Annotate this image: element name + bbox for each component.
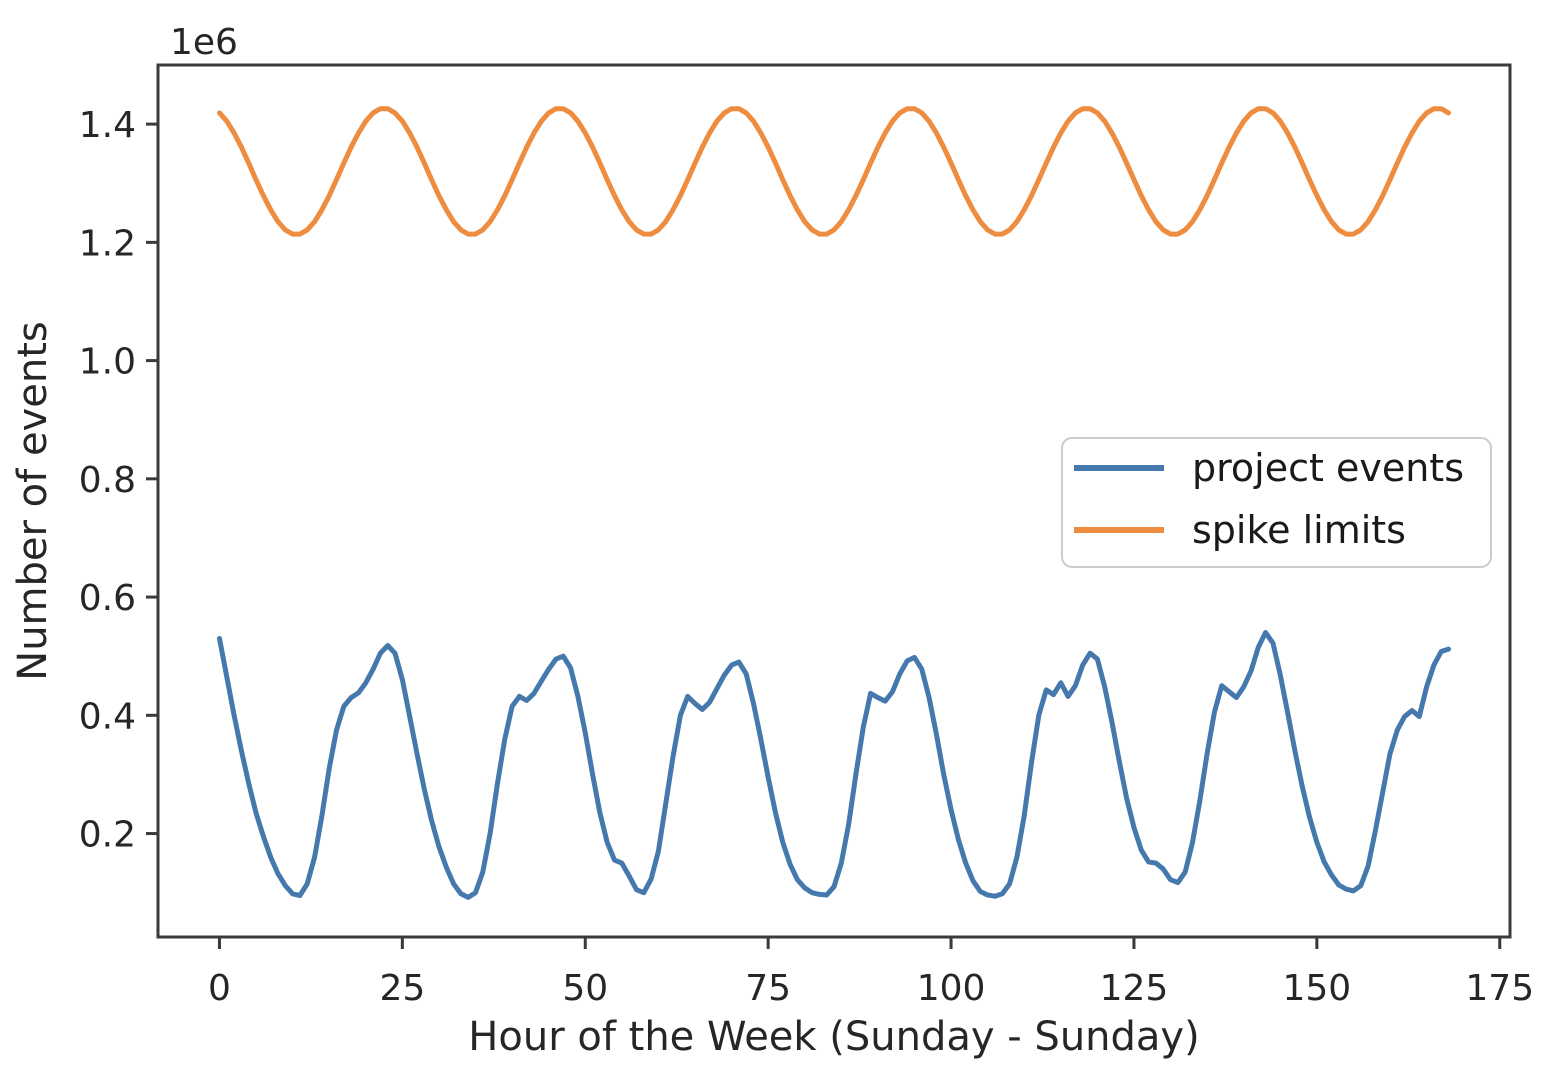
legend-label-spike-limits: spike limits (1192, 508, 1406, 552)
x-tick-label: 50 (562, 968, 608, 1009)
y-tick-label: 0.6 (79, 578, 136, 619)
y-axis-offset-text: 1e6 (170, 22, 238, 63)
x-tick-label: 150 (1282, 968, 1351, 1009)
y-tick-label: 0.8 (79, 460, 136, 501)
x-axis-ticks: 0 25 50 75 100 125 150 175 (208, 937, 1534, 1009)
legend-box (1061, 437, 1492, 568)
y-tick-label: 1.4 (79, 105, 136, 146)
y-axis-label: Number of events (10, 321, 56, 680)
series-lines (217, 106, 1451, 900)
x-tick-label: 175 (1465, 968, 1534, 1009)
legend: project events spike limits (1061, 437, 1492, 568)
series-line-spike-limits (217, 106, 1451, 237)
x-tick-label: 25 (379, 968, 425, 1009)
x-axis-label: Hour of the Week (Sunday - Sunday) (468, 1014, 1199, 1060)
x-tick-label: 125 (1100, 968, 1169, 1009)
x-tick-label: 100 (917, 968, 986, 1009)
x-tick-label: 75 (745, 968, 791, 1009)
y-axis-ticks: 0.2 0.4 0.6 0.8 1.0 1.2 1.4 (79, 105, 158, 856)
y-tick-label: 1.0 (79, 342, 136, 383)
y-tick-label: 0.4 (79, 696, 136, 737)
x-tick-label: 0 (208, 968, 231, 1009)
y-tick-label: 1.2 (79, 223, 136, 264)
legend-label-project-events: project events (1192, 446, 1464, 490)
y-tick-label: 0.2 (79, 815, 136, 856)
series-line-project-events (217, 630, 1451, 900)
